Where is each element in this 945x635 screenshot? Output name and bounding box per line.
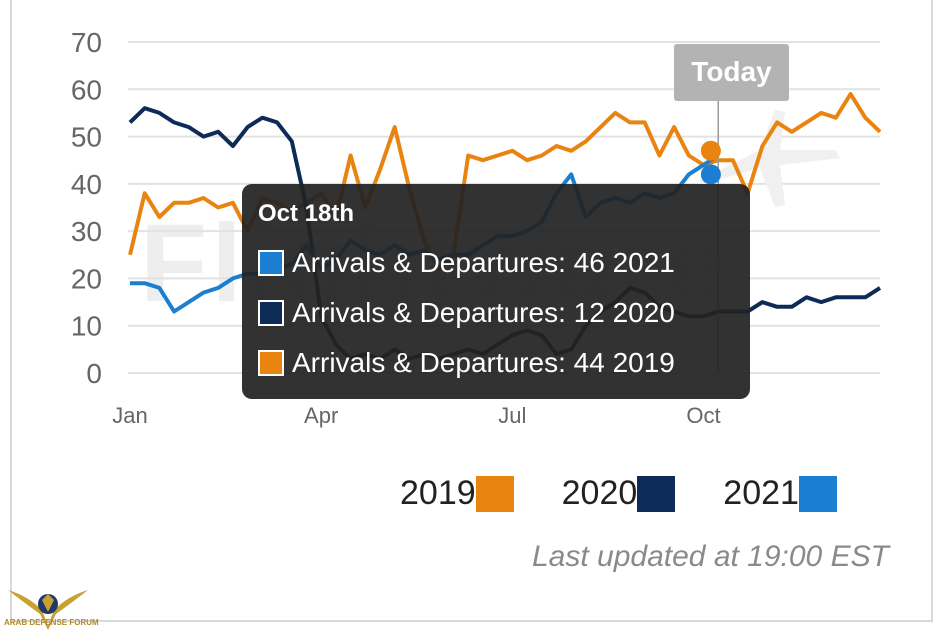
y-tick-label: 40	[71, 169, 102, 200]
today-badge: Today	[674, 44, 789, 101]
marker-point-2021[interactable]	[700, 164, 721, 185]
tooltip-label: Arrivals & Departures: 44 2019	[292, 347, 675, 378]
tooltip-row-2019: Arrivals & Departures: 44 2019	[258, 338, 750, 388]
legend-swatch	[637, 475, 676, 512]
x-tick-label: Jul	[498, 403, 526, 428]
y-tick-label: 50	[71, 122, 102, 153]
y-tick-label: 0	[86, 358, 102, 389]
legend-swatch	[475, 475, 514, 512]
tooltip-swatch-2019	[258, 350, 284, 376]
x-tick-label: Apr	[304, 403, 338, 428]
x-tick-label: Jan	[112, 403, 147, 428]
legend: 2019 2020 2021	[400, 474, 885, 513]
legend-swatch	[798, 475, 837, 512]
marker-point-2019[interactable]	[700, 140, 721, 161]
y-tick-label: 20	[71, 263, 102, 294]
x-axis: Jan Apr Jul Oct	[112, 403, 720, 428]
markers	[700, 140, 721, 185]
tooltip-label: Arrivals & Departures: 12 2020	[292, 297, 675, 328]
legend-item-2021[interactable]: 2021	[723, 474, 837, 513]
tooltip-swatch-2020	[258, 300, 284, 326]
y-axis: 0 10 20 30 40 50 60 70	[71, 27, 102, 389]
tooltip-label: Arrivals & Departures: 46 2021	[292, 247, 675, 278]
legend-item-2019[interactable]: 2019	[400, 474, 514, 513]
plane-icon	[700, 110, 840, 207]
last-updated-text: Last updated at 19:00 EST	[532, 540, 889, 573]
tooltip-date: Oct 18th	[258, 200, 355, 227]
tooltip-row-2020: Arrivals & Departures: 12 2020	[258, 288, 750, 338]
y-tick-label: 10	[71, 311, 102, 342]
legend-label: 2019	[400, 474, 476, 512]
y-tick-label: 30	[71, 216, 102, 247]
y-tick-label: 60	[71, 74, 102, 105]
tooltip-row-2021: Arrivals & Departures: 46 2021	[258, 238, 750, 288]
legend-label: 2020	[561, 474, 638, 512]
y-tick-label: 70	[71, 27, 102, 58]
logo-text: ARAB DEFENSE FORUM	[4, 618, 99, 627]
forum-logo-icon	[8, 590, 88, 630]
x-tick-label: Oct	[686, 403, 720, 428]
tooltip: Oct 18th Arrivals & Departures: 46 2021 …	[242, 184, 750, 399]
legend-label: 2021	[723, 474, 799, 512]
tooltip-swatch-2021	[258, 250, 284, 276]
legend-item-2020[interactable]: 2020	[562, 474, 676, 513]
